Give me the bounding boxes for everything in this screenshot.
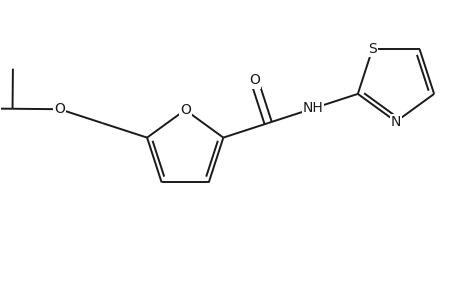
Text: O: O xyxy=(248,74,259,88)
Text: O: O xyxy=(54,102,65,116)
Text: NH: NH xyxy=(302,101,323,116)
Text: O: O xyxy=(179,103,190,117)
Text: N: N xyxy=(390,115,400,129)
Text: S: S xyxy=(367,42,376,56)
